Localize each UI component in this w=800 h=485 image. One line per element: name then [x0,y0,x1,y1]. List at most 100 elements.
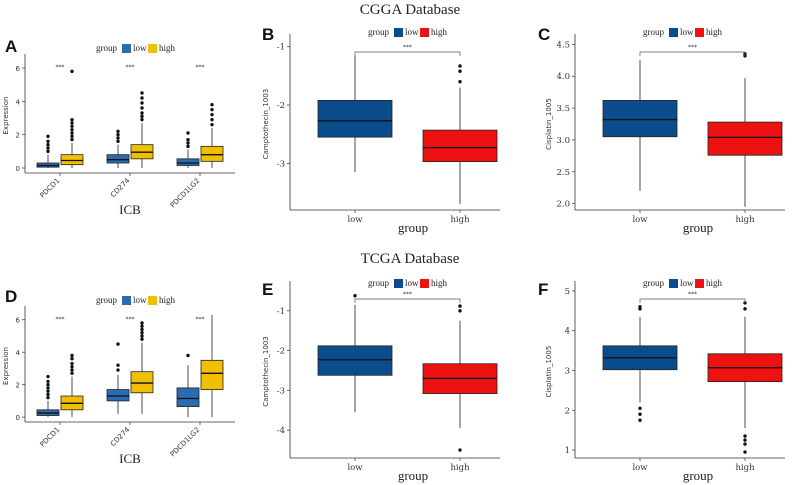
box-high-outlier [458,309,462,313]
y-tick-label: -3 [277,159,285,169]
y-tick-label: -1 [277,43,285,53]
legend-swatch-high [148,296,157,305]
x-axis-label: group [683,220,713,235]
box-low-outlier [638,418,642,422]
legend-title: group [96,43,117,53]
y-tick-label: 3 [565,367,570,377]
title-tcga: TCGA Database [361,251,460,267]
x-axis-label: group [683,468,713,483]
y-tick-label: 2 [16,382,20,390]
box-high-outlier [458,448,462,452]
box-high-outlier [743,434,747,438]
y-axis-label: Cisplatin_1005 [545,98,553,150]
box-high-pdcd1-outlier [70,134,74,139]
legend-title: group [96,295,117,305]
x-tick-label: low [632,463,648,473]
box-high-cd274-outlier [140,96,144,100]
box-low-cd274-box [106,154,130,164]
box-high-pdcd1-outlier [70,124,74,129]
box-low-pdcd1-outlier [46,134,50,139]
box-low-box [317,99,393,138]
y-axis-label: Expression [2,347,10,385]
significance-label: *** [403,291,412,298]
box-high-pdcd1lg2-outlier [210,122,214,127]
box-low-pdcd1-outlier [46,139,50,144]
significance-label: *** [126,64,135,71]
panel-label-d: D [5,287,17,306]
panel-label-f: F [538,280,548,299]
box-high-box [707,121,783,156]
box-low-box [602,100,678,138]
box-high-cd274-outlier [140,114,144,119]
box-low-pdcd1lg2-box [176,158,200,166]
y-tick-label: 4 [16,349,21,357]
y-axis-label: Camptothecin_1003 [262,336,270,407]
legend-title: group [643,27,664,37]
y-tick-label: 5 [565,287,570,297]
significance-label: *** [196,64,205,71]
box-low-pdcd1lg2-outlier [186,353,190,358]
box-low-cd274-outlier [116,342,120,346]
box-high-outlier [743,442,747,446]
box-high-cd274-box [130,371,154,394]
significance-label: *** [126,316,135,323]
y-tick-label: 4 [565,327,570,337]
legend-entry-low: low [133,295,147,305]
y-tick-label: 3.0 [556,136,570,146]
box-low-pdcd1lg2-outlier [186,144,190,149]
x-tick-label: low [347,463,363,473]
x-axis-label: ICB [119,451,141,466]
legend-title: group [368,27,389,37]
box-low-cd274-outlier [116,363,120,367]
box-low-cd274-box [106,389,130,402]
box-high-pdcd1-outlier [70,365,74,369]
box-low-cd274-outlier [116,129,120,134]
x-tick-label: low [632,215,648,225]
significance-bracket [639,51,746,56]
legend-entry-low: low [680,278,694,288]
box-high-outlier [743,438,747,442]
box-high-pdcd1-outlier [70,353,74,358]
box-high-pdcd1lg2-outlier [210,112,214,117]
box-high-pdcd1-outlier [70,117,74,122]
box-high-pdcd1lg2-outlier [210,102,214,107]
box-high-pdcd1-outlier [70,356,74,361]
box-low-cd274-outlier [116,368,120,372]
legend-title: group [368,278,389,288]
box-high-outlier [458,64,462,68]
box-high-cd274-outlier [140,327,144,332]
x-tick-label: PDCD1 [39,426,62,449]
legend-entry-high: high [431,278,448,288]
box-high-pdcd1-outlier [70,371,74,376]
y-tick-label: 2 [565,406,570,416]
significance-bracket [354,51,461,56]
box-high-cd274-outlier [140,324,144,328]
y-axis-label: Expression [2,97,10,135]
box-high-cd274-outlier [140,117,144,122]
box-low-outlier [638,412,642,416]
legend-entry-high: high [431,27,448,37]
box-high-cd274-outlier [140,321,144,325]
panel-label-c: C [538,25,550,44]
box-high-pdcd1lg2-outlier [210,117,214,122]
y-axis-label: Camptothecin_1003 [262,89,270,160]
legend-entry-high: high [706,27,723,37]
legend-swatch-low [669,279,678,288]
legend-entry-low: low [133,43,147,53]
significance-label: *** [688,44,697,51]
box-high-pdcd1-outlier [70,137,74,142]
box-high-outlier [458,304,462,308]
legend-swatch-high [695,28,704,37]
box-low-pdcd1-outlier [46,149,50,154]
panel-d: D 0 2 4 6 Expression group low high ICB PDCD1 *** CD… [2,287,235,466]
x-tick-label: CD274 [109,425,132,448]
box-high-cd274-outlier [140,106,144,110]
significance-label: *** [56,64,65,71]
y-tick-label: 4.5 [556,40,570,50]
significance-label: *** [196,316,205,323]
legend-swatch-low [122,296,131,305]
panel-a: A 0 2 4 6 Expression group low high ICB PDCD1 *** CD… [2,37,235,217]
box-low-outlier [353,294,357,298]
